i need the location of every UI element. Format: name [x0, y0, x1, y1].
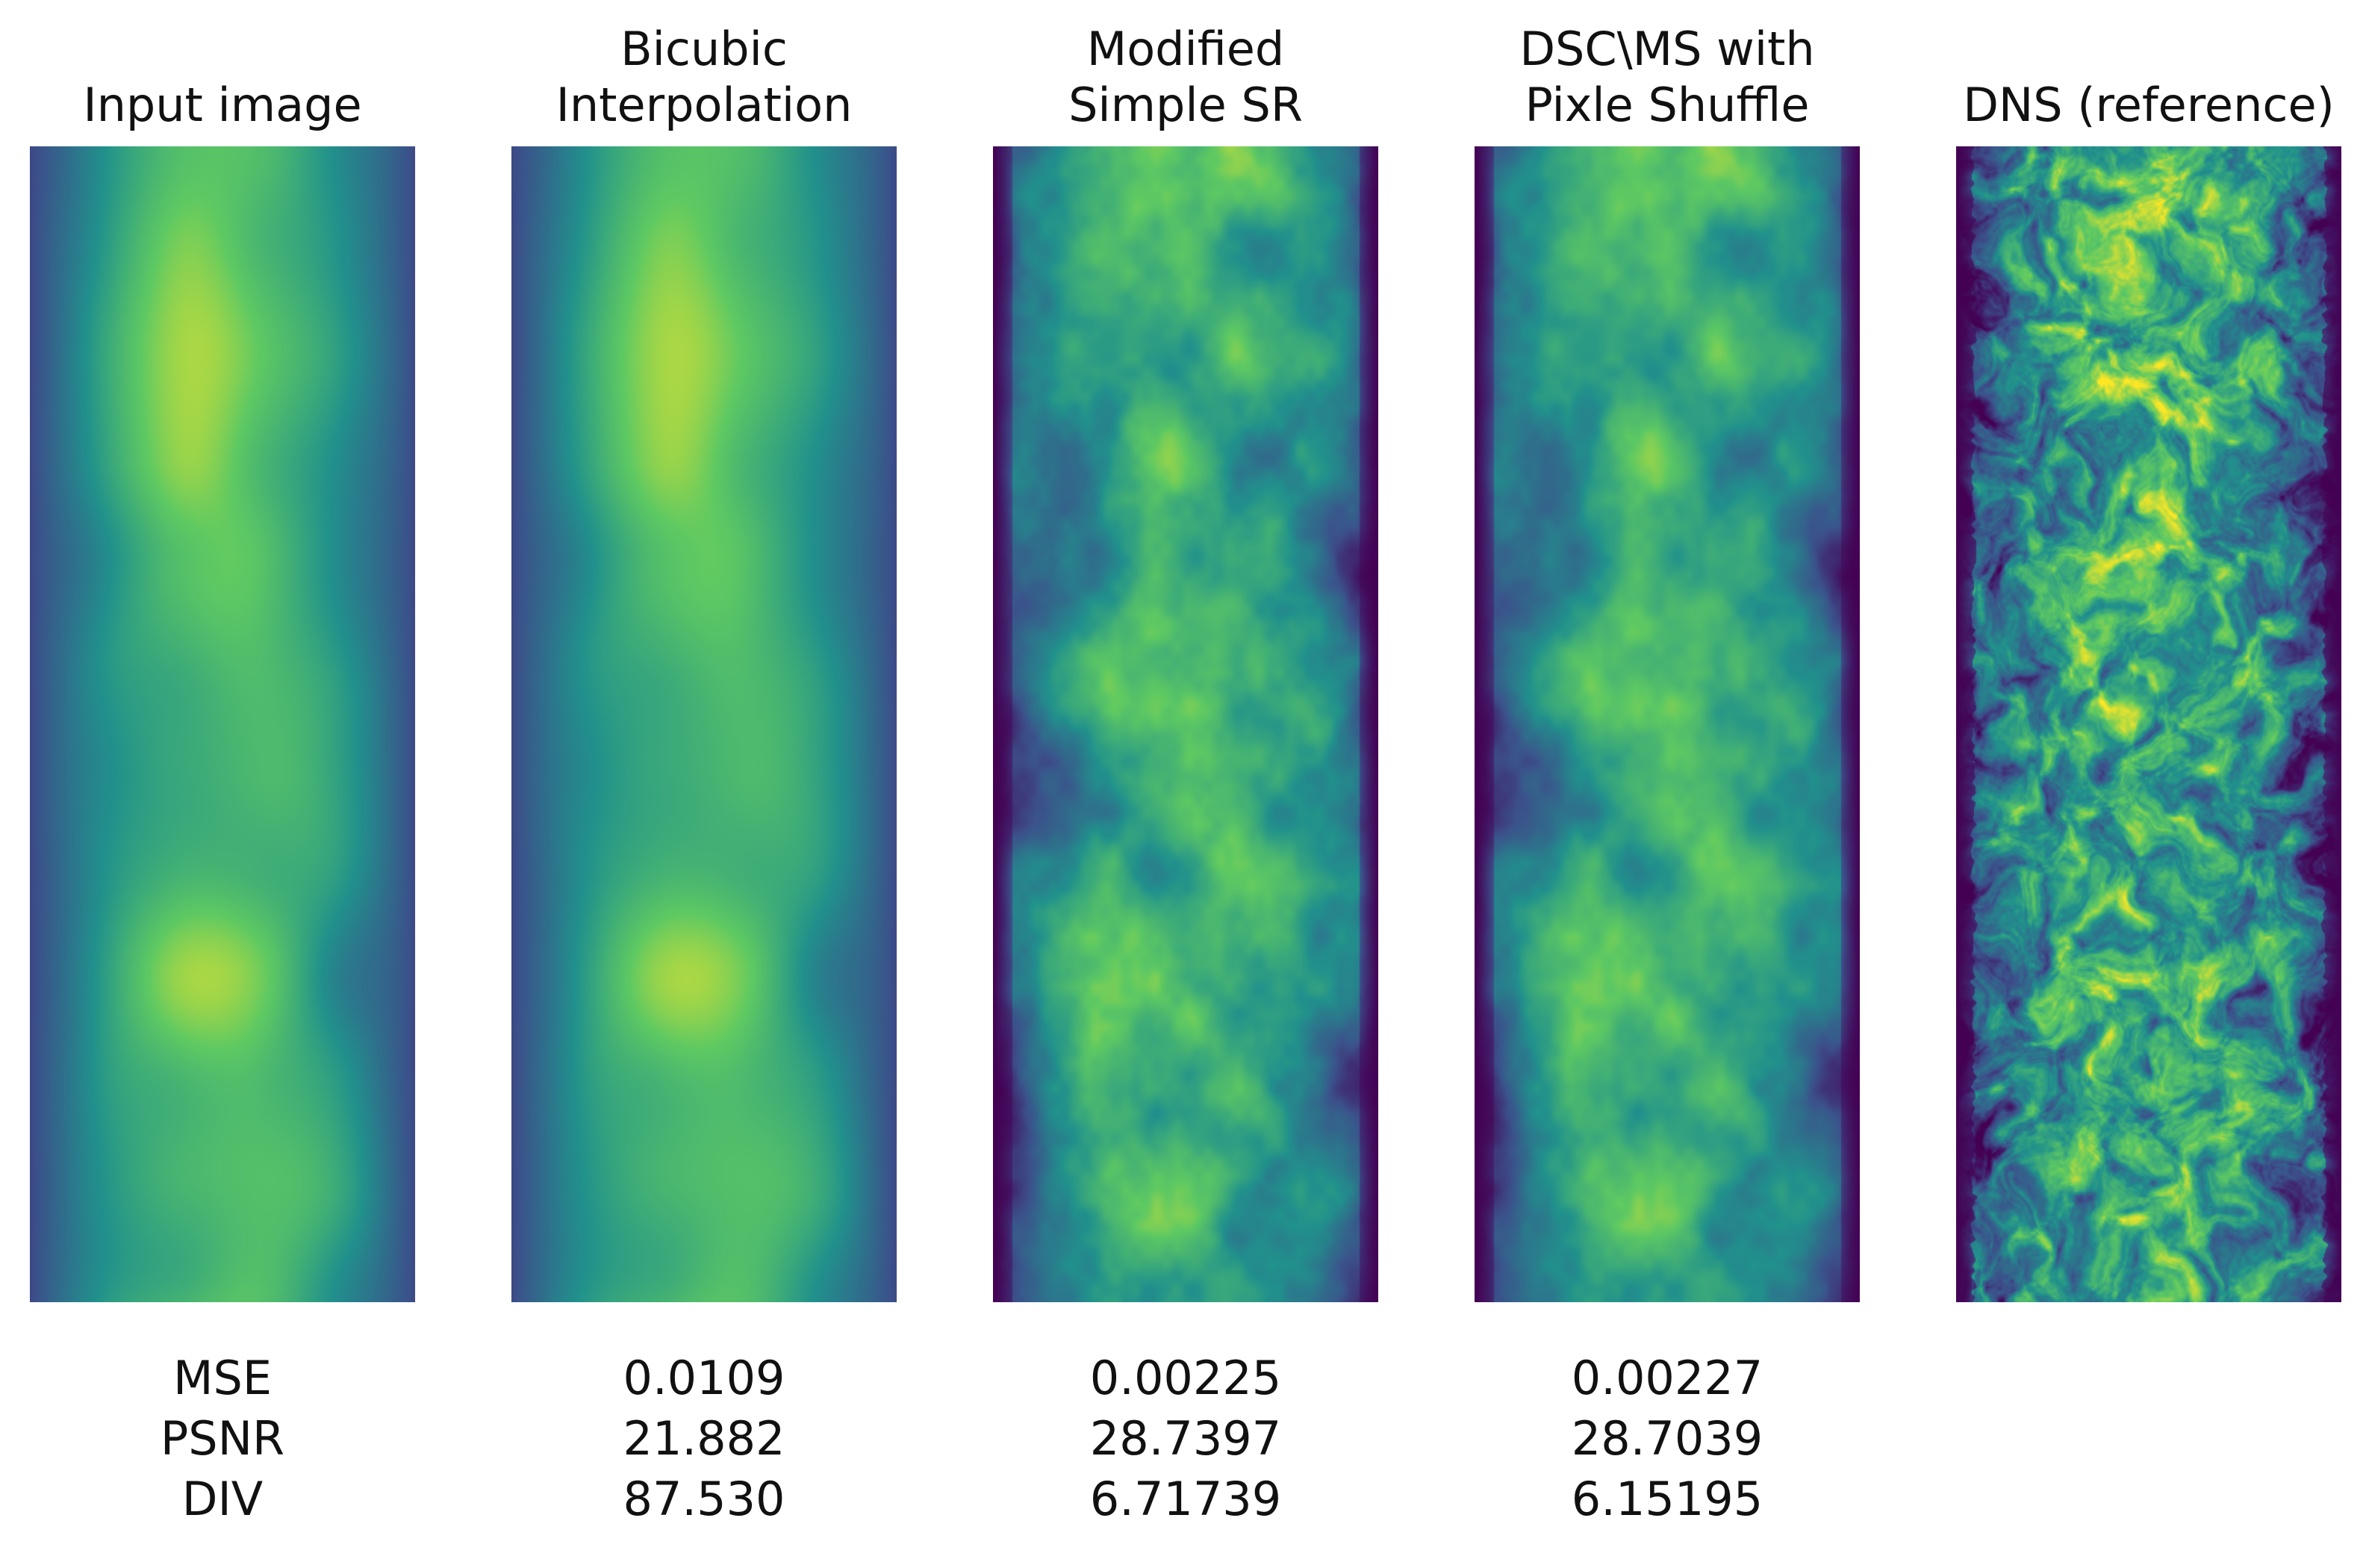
psnr-value: 21.882 [623, 1411, 785, 1466]
panel-title-line-1: Modified [1086, 22, 1285, 76]
psnr-label: PSNR [160, 1411, 285, 1466]
bicubic-metrics: 0.0109 21.882 87.530 [482, 1348, 927, 1529]
dns-reference-flow-field [1956, 146, 2341, 1302]
bicubic-interpolation-flow-field [511, 146, 897, 1302]
panel-title: DNS (reference) [1926, 21, 2366, 133]
dsc-ms-metrics: 0.00227 28.7039 6.15195 [1445, 1348, 1890, 1529]
mse-value: 0.00225 [1089, 1351, 1282, 1405]
panel-title-line-1: Input image [83, 78, 362, 132]
panel-dsc-ms-pixel-shuffle: DSC\MS with Pixle Shuffle 0.00227 28.703… [1475, 0, 1860, 1568]
psnr-value: 28.7397 [1089, 1411, 1282, 1466]
panel-title: DSC\MS with Pixle Shuffle [1445, 21, 1890, 133]
panel-title-line-1: Bicubic [620, 22, 788, 76]
modified-simple-sr-metrics: 0.00225 28.7397 6.71739 [963, 1348, 1408, 1529]
div-value: 6.15195 [1571, 1472, 1763, 1526]
panel-modified-simple-sr: Modified Simple SR 0.00225 28.7397 6.717… [993, 0, 1378, 1568]
panel-title-line-2: Pixle Shuffle [1525, 78, 1810, 132]
dsc-ms-pixel-shuffle-flow-field [1475, 146, 1860, 1302]
div-label: DIV [181, 1472, 264, 1526]
panel-title-line-2: Simple SR [1068, 78, 1303, 132]
panel-title-line-1: DNS (reference) [1963, 78, 2335, 132]
panel-title-line-1: DSC\MS with [1519, 22, 1815, 76]
panel-input-image: Input image MSE PSNR DIV [30, 0, 415, 1568]
panel-bicubic-interpolation: Bicubic Interpolation 0.0109 21.882 87.5… [511, 0, 897, 1568]
div-value: 87.530 [623, 1472, 785, 1526]
modified-simple-sr-flow-field [993, 146, 1378, 1302]
psnr-value: 28.7039 [1571, 1411, 1763, 1466]
panel-dns-reference: DNS (reference) [1956, 0, 2341, 1568]
input-image-flow-field [30, 146, 415, 1302]
panel-title: Bicubic Interpolation [482, 21, 927, 133]
panel-title: Input image [0, 21, 445, 133]
mse-label: MSE [172, 1351, 273, 1405]
mse-value: 0.0109 [623, 1351, 785, 1405]
metric-labels: MSE PSNR DIV [0, 1348, 445, 1529]
panel-title: Modified Simple SR [963, 21, 1408, 133]
panel-title-line-2: Interpolation [555, 78, 853, 132]
mse-value: 0.00227 [1571, 1351, 1763, 1405]
div-value: 6.71739 [1089, 1472, 1282, 1526]
